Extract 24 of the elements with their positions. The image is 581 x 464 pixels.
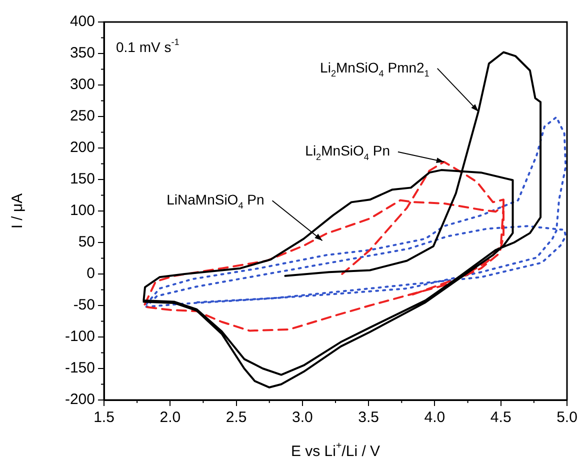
y-tick-label: 400 bbox=[70, 13, 95, 30]
y-tick-label: -100 bbox=[64, 328, 95, 346]
y-tick-label: 350 bbox=[70, 44, 95, 62]
y-tick-label: 300 bbox=[70, 76, 95, 94]
x-tick-label: 4.5 bbox=[490, 409, 512, 426]
y-tick-label: 200 bbox=[70, 139, 95, 156]
x-tick-label: 1.5 bbox=[94, 409, 114, 426]
x-tick-label: 2.5 bbox=[226, 409, 247, 426]
x-tick-label: 3.5 bbox=[358, 409, 379, 426]
x-tick-label: 3.0 bbox=[292, 409, 313, 426]
y-tick-label: -150 bbox=[64, 360, 95, 377]
y-tick-label: 250 bbox=[70, 108, 95, 125]
x-tick-label: 5.0 bbox=[556, 409, 578, 426]
y-tick-label: 150 bbox=[70, 170, 95, 188]
y-tick-label: -200 bbox=[64, 391, 95, 408]
y-axis-title: I / μA bbox=[9, 193, 26, 229]
x-axis-title: E vs Li+/Li / V bbox=[290, 440, 380, 460]
y-tick-label: -50 bbox=[73, 296, 95, 314]
x-tick-label: 2.0 bbox=[160, 409, 181, 426]
line-series bbox=[145, 116, 567, 308]
y-tick-label: 100 bbox=[70, 202, 95, 220]
x-tick-label: 4.0 bbox=[424, 409, 446, 426]
y-tick-label: 0 bbox=[86, 265, 95, 282]
y-tick-label: 50 bbox=[78, 234, 95, 251]
